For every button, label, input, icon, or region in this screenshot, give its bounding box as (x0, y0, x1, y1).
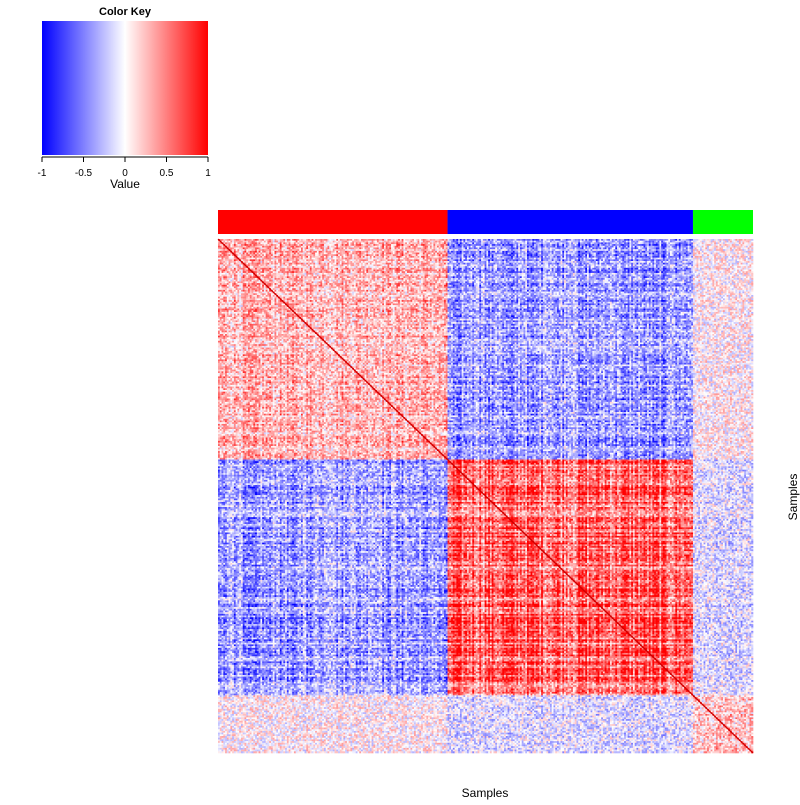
group-bar-segment (218, 210, 448, 234)
color-key-title: Color Key (99, 6, 152, 18)
color-key-xlabel: Value (110, 177, 140, 191)
correlation-heatmap-chart: Color Key -1-0.500.51 Value Samples Samp… (0, 0, 800, 800)
color-key-tick-label: -0.5 (75, 168, 93, 179)
color-key-tick-label: 0.5 (160, 168, 174, 179)
color-key-tick-label: -1 (38, 168, 47, 179)
group-bar-segment (448, 210, 693, 234)
color-key-tick-label: 1 (205, 168, 211, 179)
color-key-gradient (42, 21, 208, 155)
group-color-bar (218, 210, 753, 234)
group-bar-segment (693, 210, 753, 234)
